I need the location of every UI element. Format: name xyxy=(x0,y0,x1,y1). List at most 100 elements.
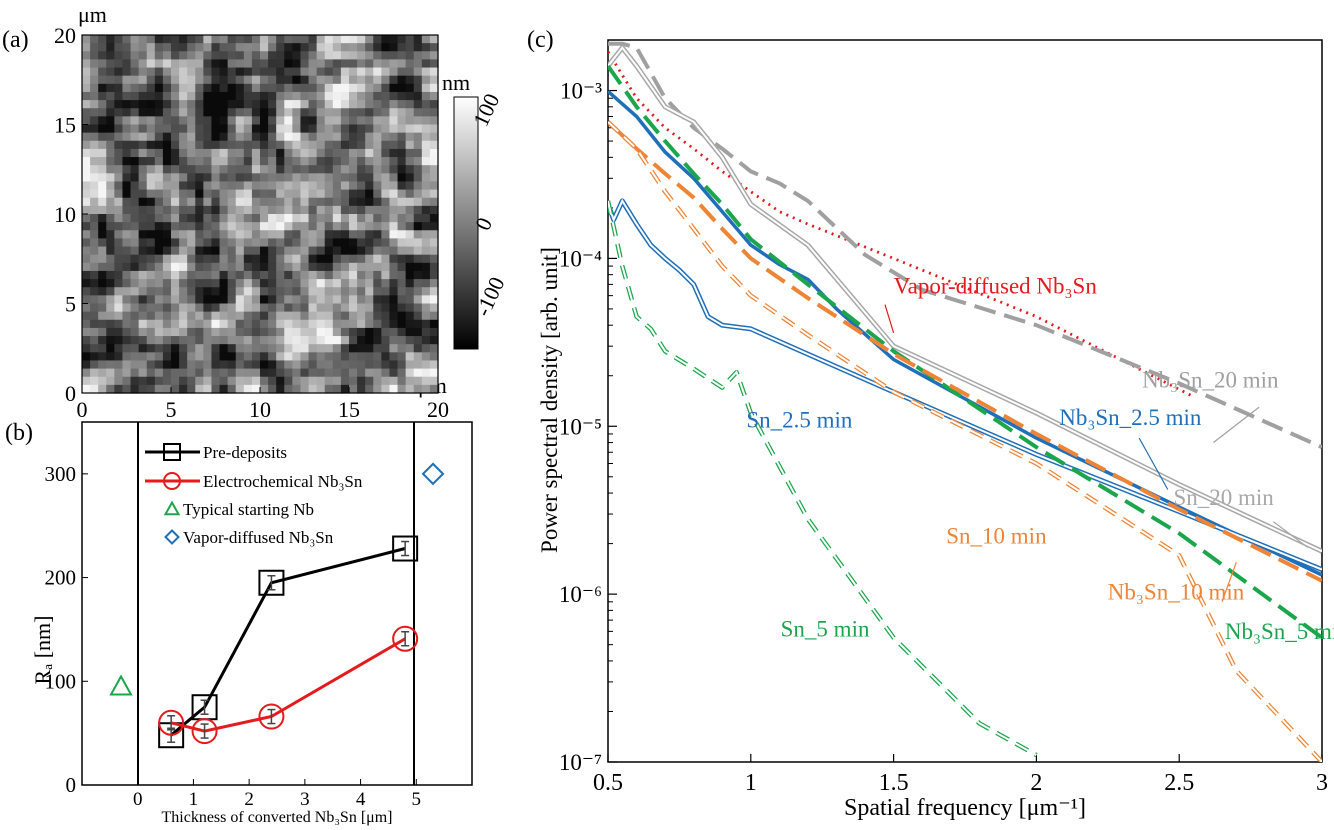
afm-pixel xyxy=(106,67,115,77)
afm-pixel xyxy=(429,189,439,199)
afm-pixel xyxy=(154,35,164,44)
afm-pixel xyxy=(357,230,366,240)
afm-pixel xyxy=(316,327,326,337)
afm-pixel xyxy=(276,67,285,77)
afm-pixel xyxy=(429,230,439,240)
afm-pixel xyxy=(405,376,415,386)
afm-pixel xyxy=(82,254,91,264)
afm-pixel xyxy=(357,352,366,362)
afm-pixel xyxy=(276,319,285,329)
afm-pixel xyxy=(98,59,107,69)
afm-pixel xyxy=(171,75,180,85)
afm-pixel xyxy=(421,148,431,158)
afm-pixel xyxy=(300,51,310,61)
legend-label: Electrochemical Nb₃Sn xyxy=(203,472,363,491)
afm-pixel xyxy=(308,189,318,199)
afm-pixel xyxy=(300,279,310,288)
afm-pixel xyxy=(300,295,310,305)
afm-pixel xyxy=(260,35,269,44)
afm-pixel xyxy=(98,189,107,199)
afm-pixel xyxy=(365,279,374,288)
afm-pixel xyxy=(292,59,302,69)
afm-pixel xyxy=(130,51,140,61)
afm-pixel xyxy=(397,83,407,93)
afm-pixel xyxy=(211,246,221,256)
afm-pixel xyxy=(373,51,382,61)
afm-pixel xyxy=(219,344,229,353)
afm-pixel xyxy=(130,59,140,69)
afm-pixel xyxy=(90,287,99,296)
afm-pixel xyxy=(276,384,285,394)
afm-pixel xyxy=(373,67,382,77)
afm-pixel xyxy=(365,173,374,183)
afm-pixel xyxy=(429,181,439,191)
afm-pixel xyxy=(122,214,132,223)
afm-pixel xyxy=(219,132,229,142)
panel-c-xlabel: Spatial frequency [μm⁻¹] xyxy=(844,795,1086,821)
afm-pixel xyxy=(243,132,253,142)
afm-pixel xyxy=(405,311,415,321)
afm-pixel xyxy=(235,254,245,264)
afm-pixel xyxy=(106,124,115,134)
afm-pixel xyxy=(349,165,358,174)
afm-pixel xyxy=(227,303,237,313)
afm-pixel xyxy=(284,246,293,256)
afm-pixel xyxy=(82,91,91,101)
afm-pixel xyxy=(332,368,342,378)
afm-pixel xyxy=(300,140,310,150)
afm-pixel xyxy=(114,384,124,394)
afm-pixel xyxy=(90,214,99,223)
afm-pixel xyxy=(260,254,269,264)
afm-pixel xyxy=(106,189,115,199)
afm-pixel xyxy=(284,238,293,248)
afm-pixel xyxy=(332,157,342,166)
afm-pixel xyxy=(98,279,107,288)
afm-pixel xyxy=(227,140,237,150)
afm-pixel xyxy=(381,352,391,362)
afm-pixel xyxy=(300,319,310,329)
afm-pixel xyxy=(357,214,366,223)
afm-pixel xyxy=(219,181,229,191)
afm-pixel xyxy=(235,287,245,296)
afm-pixel xyxy=(114,67,124,77)
afm-pixel xyxy=(413,262,423,272)
afm-pixel xyxy=(114,157,124,166)
afm-pixel xyxy=(381,319,391,329)
afm-pixel xyxy=(162,59,172,69)
afm-pixel xyxy=(357,59,366,69)
afm-pixel xyxy=(203,132,213,142)
psd-series-line-inner xyxy=(608,46,1322,553)
afm-pixel xyxy=(373,91,382,101)
afm-pixel xyxy=(195,303,204,313)
afm-pixel xyxy=(284,197,293,207)
afm-pixel xyxy=(357,35,366,44)
afm-pixel xyxy=(316,376,326,386)
afm-pixel xyxy=(138,270,148,280)
afm-pixel xyxy=(316,214,326,223)
afm-pixel xyxy=(90,148,99,158)
afm-pixel xyxy=(211,59,221,69)
afm-pixel xyxy=(373,376,382,386)
afm-pixel xyxy=(413,43,423,52)
afm-pixel xyxy=(162,132,172,142)
afm-pixel xyxy=(219,319,229,329)
afm-pixel xyxy=(397,197,407,207)
afm-pixel xyxy=(389,368,399,378)
afm-pixel xyxy=(90,230,99,240)
afm-pixel xyxy=(332,116,342,126)
afm-pixel xyxy=(106,368,115,378)
afm-pixel xyxy=(146,254,156,264)
afm-pixel xyxy=(413,197,423,207)
afm-pixel xyxy=(284,214,293,223)
afm-pixel xyxy=(130,262,140,272)
afm-pixel xyxy=(357,157,366,166)
afm-pixel xyxy=(284,303,293,313)
afm-pixel xyxy=(106,91,115,101)
afm-pixel xyxy=(251,205,261,215)
afm-pixel xyxy=(195,238,204,248)
afm-pixel xyxy=(268,116,277,126)
afm-pixel xyxy=(357,173,366,183)
afm-pixel xyxy=(365,205,374,215)
panel-b-frame xyxy=(81,421,473,786)
afm-pixel xyxy=(316,368,326,378)
